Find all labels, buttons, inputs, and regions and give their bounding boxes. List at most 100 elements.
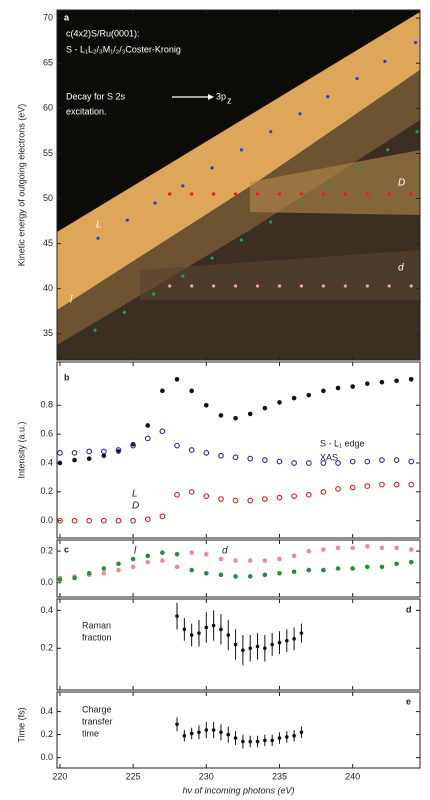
annotation: D <box>398 178 405 189</box>
data-point <box>320 460 327 466</box>
data-point <box>233 415 238 421</box>
data-point <box>188 488 195 495</box>
data-point <box>116 567 121 573</box>
panel: 0.0 0.2 c l d <box>40 539 421 598</box>
data-point <box>159 428 166 435</box>
data-point <box>365 381 370 386</box>
y-tick-label: 0.0 <box>40 515 53 525</box>
data-point <box>365 564 370 570</box>
data-point <box>189 567 194 573</box>
data-point <box>226 732 231 737</box>
data-point <box>175 722 179 727</box>
data-point <box>130 517 136 524</box>
data-point <box>292 637 296 641</box>
data-point <box>350 545 355 551</box>
y-tick-label: 55 <box>43 148 53 158</box>
data-point <box>247 455 254 462</box>
data-point <box>174 491 180 498</box>
y-tick-label: 0.4 <box>40 457 53 467</box>
data-point <box>144 516 151 523</box>
data-point <box>100 448 107 455</box>
data-point <box>233 642 238 647</box>
y-tick-label: 0.6 <box>40 429 53 439</box>
data-point <box>299 730 304 735</box>
data-point <box>57 577 63 582</box>
data-point <box>255 739 260 744</box>
data-point <box>269 130 273 134</box>
data-point <box>393 481 400 488</box>
data-point <box>233 192 238 196</box>
data-point <box>408 559 414 565</box>
data-point <box>393 457 400 463</box>
y-tick-label: 70 <box>43 12 53 22</box>
panel: 0.2 0.4 d Raman fraction <box>40 598 421 691</box>
data-point <box>175 614 179 618</box>
panel-label: e <box>406 696 411 706</box>
data-point <box>291 569 297 574</box>
data-point <box>197 631 201 635</box>
annotation: Decay for S 2s <box>66 91 126 101</box>
data-point <box>190 192 194 196</box>
data-point <box>408 377 414 382</box>
x-tick-label: 240 <box>345 771 360 781</box>
data-point <box>255 192 260 196</box>
data-point <box>72 575 77 581</box>
data-point <box>277 284 282 288</box>
data-point <box>408 481 415 488</box>
data-point <box>291 395 297 401</box>
data-point <box>327 184 331 188</box>
data-point <box>93 328 97 332</box>
data-point <box>101 453 107 459</box>
panel-frame <box>56 539 421 598</box>
panel: 35 40 45 50 55 60 65 70 Kinetic energy of outgoi… <box>16 9 421 361</box>
data-point <box>115 517 122 524</box>
data-point <box>349 458 356 465</box>
data-point <box>277 736 282 740</box>
y-tick-label: 0.2 <box>40 486 53 496</box>
data-point <box>211 623 216 628</box>
data-point <box>299 631 304 635</box>
data-point <box>181 184 185 188</box>
data-point <box>232 497 239 504</box>
data-point <box>233 574 238 579</box>
data-point <box>100 517 107 524</box>
data-point <box>203 570 209 576</box>
data-point <box>189 731 194 736</box>
data-point <box>174 551 180 557</box>
data-point <box>409 284 413 288</box>
y-tick-label: 0.8 <box>40 400 53 410</box>
annotation: excitation. <box>66 106 107 116</box>
panel-frame <box>56 598 421 691</box>
data-point <box>168 192 172 196</box>
data-point <box>306 567 312 573</box>
data-point <box>145 553 151 559</box>
annotation: XAS <box>320 452 338 462</box>
data-point <box>255 644 260 649</box>
data-point <box>299 192 304 196</box>
data-point <box>291 553 297 559</box>
y-tick-label: 50 <box>43 193 53 203</box>
data-point <box>277 640 282 645</box>
data-point <box>335 385 341 391</box>
data-point <box>101 570 107 576</box>
data-point <box>277 570 282 576</box>
data-point <box>270 642 274 647</box>
data-point <box>261 457 268 463</box>
panel-label: d <box>406 604 412 614</box>
panel-label: c <box>64 544 69 554</box>
data-point <box>379 457 385 463</box>
data-point <box>285 735 289 739</box>
y-tick-label: 0.2 <box>40 643 53 653</box>
data-point <box>232 454 239 461</box>
data-point <box>241 648 245 652</box>
data-point <box>86 456 92 461</box>
data-point <box>71 517 78 524</box>
data-point <box>160 388 165 394</box>
data-point <box>160 558 165 563</box>
data-point <box>415 130 419 134</box>
y-tick-label: 0.4 <box>40 605 53 615</box>
panel-frame <box>56 691 421 769</box>
data-point <box>262 558 268 563</box>
y-tick-label: 0.0 <box>40 752 53 762</box>
data-point <box>383 59 387 64</box>
